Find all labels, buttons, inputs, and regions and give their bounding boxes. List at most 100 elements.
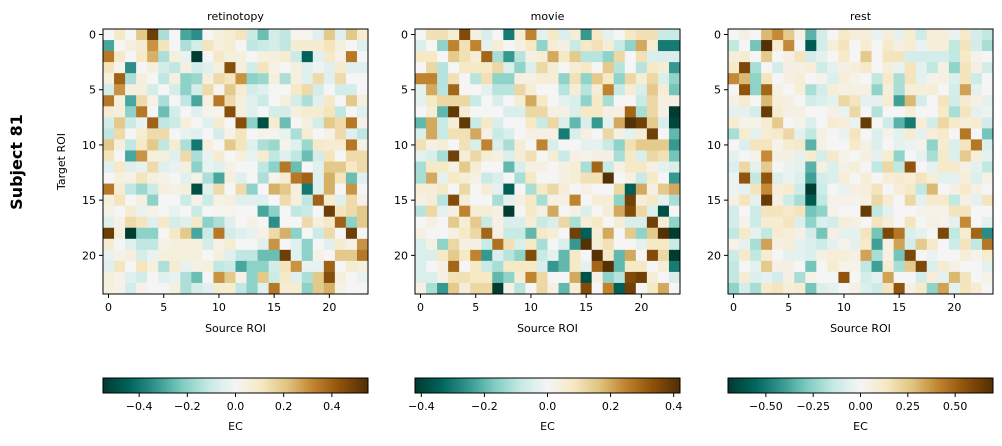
heatmap-cell (356, 95, 369, 107)
heatmap-cell (125, 95, 137, 107)
heatmap-cell (739, 282, 751, 295)
heatmap-cell (415, 249, 427, 262)
colorbar-segment (772, 378, 775, 393)
heatmap-cell (750, 62, 762, 74)
colorbar-segment (827, 378, 831, 393)
heatmap-cell (937, 73, 950, 85)
heatmap-cell (838, 84, 850, 96)
heatmap-cell (481, 282, 493, 295)
heatmap-cell (180, 194, 192, 207)
heatmap-cell (783, 139, 795, 151)
colorbar-segment (765, 378, 769, 393)
heatmap-cell (761, 260, 773, 273)
colorbar-segment (904, 378, 908, 393)
heatmap-cell (904, 84, 917, 96)
heatmap-cell (838, 95, 850, 107)
heatmap-cell (312, 249, 325, 262)
heatmap-cell (959, 40, 972, 52)
heatmap-cell (761, 238, 773, 251)
colorbar-segment (849, 378, 853, 393)
heatmap-cell (437, 29, 449, 41)
heatmap-cell (536, 40, 548, 52)
heatmap-cell (827, 128, 839, 140)
heatmap-cell (794, 282, 806, 295)
colorbar-segment (884, 378, 888, 393)
heatmap-cell (772, 139, 784, 151)
heatmap-cell (224, 73, 236, 85)
heatmap-cell (602, 205, 615, 218)
heatmap-cell (257, 183, 270, 196)
heatmap-cell (959, 249, 972, 262)
colorbar-segment (889, 378, 892, 393)
heatmap-cell (838, 51, 850, 63)
heatmap-cell (948, 29, 961, 41)
heatmap-cell (624, 139, 637, 151)
heatmap-cell (926, 40, 939, 52)
colorbar-segment (600, 378, 604, 393)
heatmap-cell (246, 238, 258, 251)
heatmap-cell (805, 95, 817, 107)
colorbar-segment (441, 378, 445, 393)
heatmap-cell (646, 249, 659, 262)
heatmap-cell (893, 205, 906, 218)
heatmap-cell (481, 183, 493, 196)
heatmap-cell (624, 128, 637, 140)
colorbar-segment (315, 378, 318, 393)
heatmap-cell (838, 40, 850, 52)
heatmap-cell (948, 216, 961, 229)
heatmap-cell (657, 238, 670, 251)
heatmap-cell (871, 216, 883, 229)
heatmap-cell (580, 282, 593, 295)
heatmap-cell (959, 84, 972, 96)
heatmap-cell (805, 238, 817, 251)
heatmap-cell (279, 128, 292, 140)
colorbar-segment (752, 378, 755, 393)
heatmap-cell (334, 271, 347, 284)
heatmap-cell (728, 172, 740, 184)
heatmap-cell (224, 150, 236, 162)
heatmap-cell (191, 84, 203, 96)
y-tick-label: 5 (714, 84, 721, 97)
heatmap-cell (728, 161, 740, 173)
heatmap-cell (136, 139, 148, 151)
heatmap-cell (959, 51, 972, 63)
heatmap-cell (147, 183, 159, 196)
heatmap-cell (323, 183, 336, 196)
heatmap-cell (235, 238, 247, 251)
colorbar-segment (820, 378, 824, 393)
heatmap-cell (334, 106, 347, 118)
y-tick-label: 0 (89, 29, 96, 42)
colorbar-segment (275, 378, 278, 393)
colorbar-segment (743, 378, 747, 393)
heatmap-cell (728, 227, 740, 240)
colorbar-segment (306, 378, 309, 393)
heatmap-cell (257, 150, 270, 162)
heatmap-cell (536, 106, 548, 118)
colorbar-segment (140, 378, 144, 393)
heatmap-cell (569, 117, 582, 129)
heatmap-cell (492, 161, 504, 173)
heatmap-cell (613, 117, 626, 129)
heatmap-cell (728, 84, 740, 96)
heatmap-cell (915, 73, 928, 85)
heatmap-cell (646, 238, 659, 251)
heatmap-cell (180, 150, 192, 162)
heatmap-cell (312, 194, 325, 207)
heatmap-cell (772, 161, 784, 173)
heatmap-cell (871, 260, 883, 273)
heatmap-cell (323, 73, 336, 85)
heatmap-cell (657, 205, 670, 218)
heatmap-cell (257, 172, 270, 184)
heatmap-cell (356, 271, 369, 284)
heatmap-cell (323, 40, 336, 52)
heatmap-cell (448, 40, 460, 52)
heatmap-cell (569, 260, 582, 273)
heatmap-cell (169, 227, 181, 240)
heatmap-cell (816, 150, 828, 162)
heatmap-cell (904, 128, 917, 140)
colorbar-segment (323, 378, 327, 393)
heatmap-cell (668, 51, 681, 63)
heatmap-cell (624, 227, 637, 240)
heatmap-cell (882, 183, 895, 196)
